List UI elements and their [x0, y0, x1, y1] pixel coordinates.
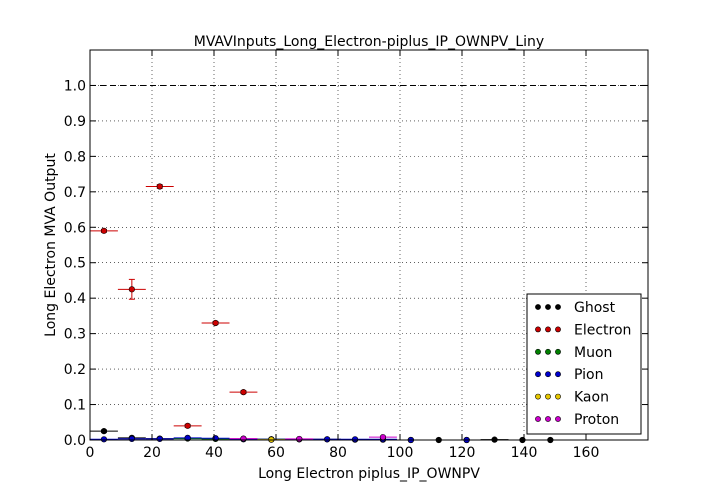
x-tick-label: 20 [143, 445, 161, 461]
y-tick-label: 0.8 [64, 149, 86, 165]
legend-item-kaon: Kaon [535, 390, 609, 406]
x-tick-label: 0 [86, 445, 95, 461]
data-point [128, 435, 135, 443]
legend-item-electron: Electron [535, 322, 631, 338]
y-tick-label: 1.0 [64, 78, 86, 94]
legend-marker [555, 348, 561, 355]
legend-item-ghost: Ghost [535, 300, 616, 316]
legend-marker [535, 326, 541, 333]
data-point [184, 434, 191, 441]
legend-marker [555, 416, 561, 422]
data-point [240, 389, 247, 396]
data-point [240, 435, 247, 442]
data-point [100, 227, 108, 234]
data-point [296, 435, 303, 443]
data-point [100, 428, 108, 435]
legend-marker [535, 371, 541, 378]
data-point [324, 436, 331, 443]
legend-marker [545, 416, 551, 422]
legend-label: Pion [574, 367, 603, 383]
legend-marker [545, 393, 551, 400]
y-tick-label: 0.9 [64, 114, 86, 130]
x-tick-label: 100 [387, 445, 414, 461]
legend-marker [555, 304, 561, 310]
legend-item-proton: Proton [535, 412, 619, 428]
legend-box [526, 293, 642, 435]
y-tick-label: 0.7 [64, 185, 86, 201]
x-tick-label: 60 [267, 445, 285, 461]
x-tick-label: 120 [449, 445, 476, 461]
legend-item-pion: Pion [535, 367, 603, 383]
data-point [100, 436, 108, 443]
legend-item-muon: Muon [535, 345, 612, 361]
data-point [184, 422, 191, 429]
data-point [156, 183, 163, 190]
legend-marker [535, 304, 541, 310]
y-tick-label: 0.2 [64, 362, 86, 378]
legend-label: Proton [574, 412, 619, 428]
legend-marker [545, 304, 551, 310]
legend-label: Kaon [574, 390, 609, 406]
legend-marker [545, 326, 551, 333]
data-point [379, 434, 387, 441]
legend-marker [555, 371, 561, 378]
y-tick-label: 0.3 [64, 327, 86, 343]
data-point [156, 435, 163, 443]
y-tick-label: 0.0 [64, 433, 86, 449]
series-electron [90, 183, 258, 429]
data-point [128, 286, 135, 293]
legend-label: Muon [574, 345, 612, 361]
data-point [351, 436, 359, 443]
y-tick-label: 0.4 [64, 291, 86, 307]
x-tick-label: 40 [205, 445, 223, 461]
legend-label: Ghost [574, 300, 616, 316]
legend-marker [545, 348, 551, 355]
legend: Ghost Electron Muon Pion Kaon Proton [526, 293, 642, 435]
legend-marker [545, 371, 551, 378]
legend-marker [555, 326, 561, 333]
x-tick-label: 140 [511, 445, 538, 461]
y-tick-label: 0.6 [64, 220, 86, 236]
y-tick-label: 0.1 [64, 398, 86, 414]
x-axis-label: Long Electron piplus_IP_OWNPV [258, 466, 480, 482]
y-axis-label: Long Electron MVA Output [43, 153, 59, 337]
x-tick-label: 80 [329, 445, 347, 461]
plot-area: 0 20 40 60 80 100 120 140 160 0.0 0.1 0.2 0.3 0.4 0.5 0… [64, 49, 649, 461]
legend-marker [555, 393, 561, 400]
axes-frame [89, 49, 649, 441]
data-point [212, 319, 219, 327]
chart-title: MVAVInputs_Long_Electron-piplus_IP_OWNPV… [194, 34, 544, 50]
legend-label: Electron [574, 322, 631, 338]
legend-marker [535, 393, 541, 400]
legend-marker [535, 348, 541, 355]
legend-marker [535, 416, 541, 422]
y-tick-label: 0.5 [64, 256, 86, 272]
x-tick-label: 160 [573, 445, 600, 461]
